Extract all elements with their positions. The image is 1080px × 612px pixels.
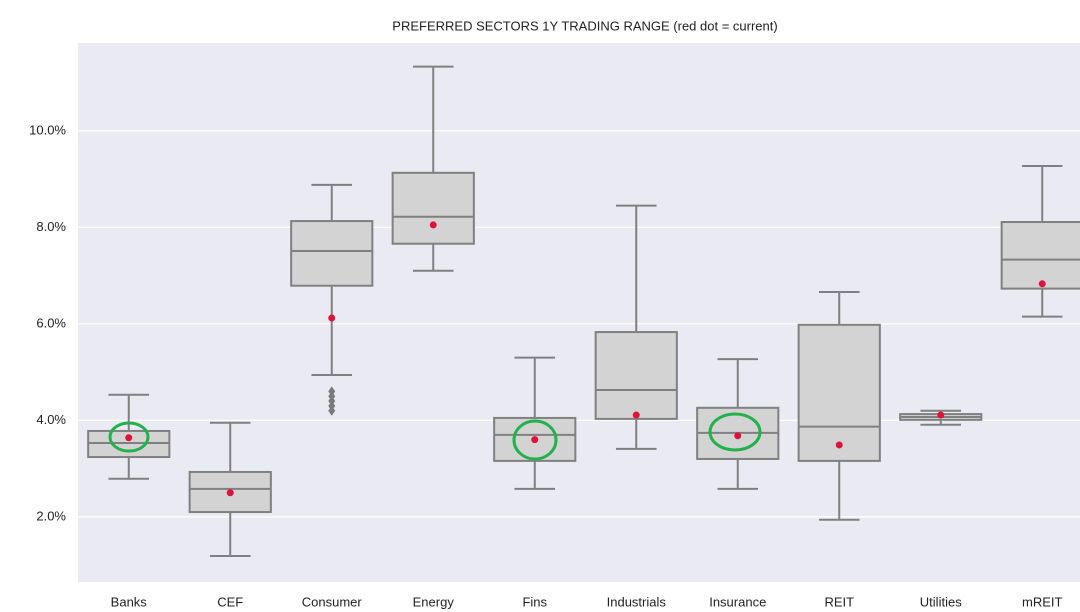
current-dot [226,489,234,497]
current-dot [835,441,843,449]
marks [87,65,1080,557]
box-group [797,290,881,521]
current-dot [531,436,539,444]
x-tick-label: Fins [522,594,547,609]
box [594,331,678,420]
box [797,323,881,462]
x-tick-label: Industrials [607,594,667,609]
box-group [391,65,475,272]
current-dot [734,432,742,440]
highlight-ellipse [708,412,762,452]
y-tick-label: 2.0% [36,508,66,523]
x-tick-label: Banks [111,594,148,609]
box [1000,221,1080,290]
x-tick-label: CEF [217,594,243,609]
box [493,416,577,462]
current-dot [1038,280,1046,288]
highlight-ellipse [108,421,150,453]
x-tick-label: Energy [413,594,455,609]
chart-title: PREFERRED SECTORS 1Y TRADING RANGE (red … [392,18,777,33]
box-group [899,409,983,426]
y-tick-label: 6.0% [36,315,66,330]
box-group [188,421,272,557]
box-group [87,393,171,480]
box-group [594,204,678,450]
box-group [493,356,577,490]
box-group [1000,165,1080,318]
current-dot [328,314,336,322]
highlights [108,412,762,461]
y-tick-label: 10.0% [29,122,66,137]
x-tick-label: Consumer [302,594,363,609]
grid [78,130,1080,518]
box [290,220,374,287]
current-dot [125,434,133,442]
current-dot [429,221,437,229]
x-tick-label: Utilities [920,594,962,609]
highlight-ellipse [512,419,558,461]
current-dot [937,411,945,419]
outlier [328,405,336,416]
x-tick-label: REIT [824,594,854,609]
box-group [290,183,374,416]
current-dot [632,411,640,419]
y-tick-label: 8.0% [36,219,66,234]
x-tick-label: Insurance [709,594,766,609]
y-tick-label: 4.0% [36,412,66,427]
box [391,171,475,245]
x-tick-label: mREIT [1022,594,1063,609]
